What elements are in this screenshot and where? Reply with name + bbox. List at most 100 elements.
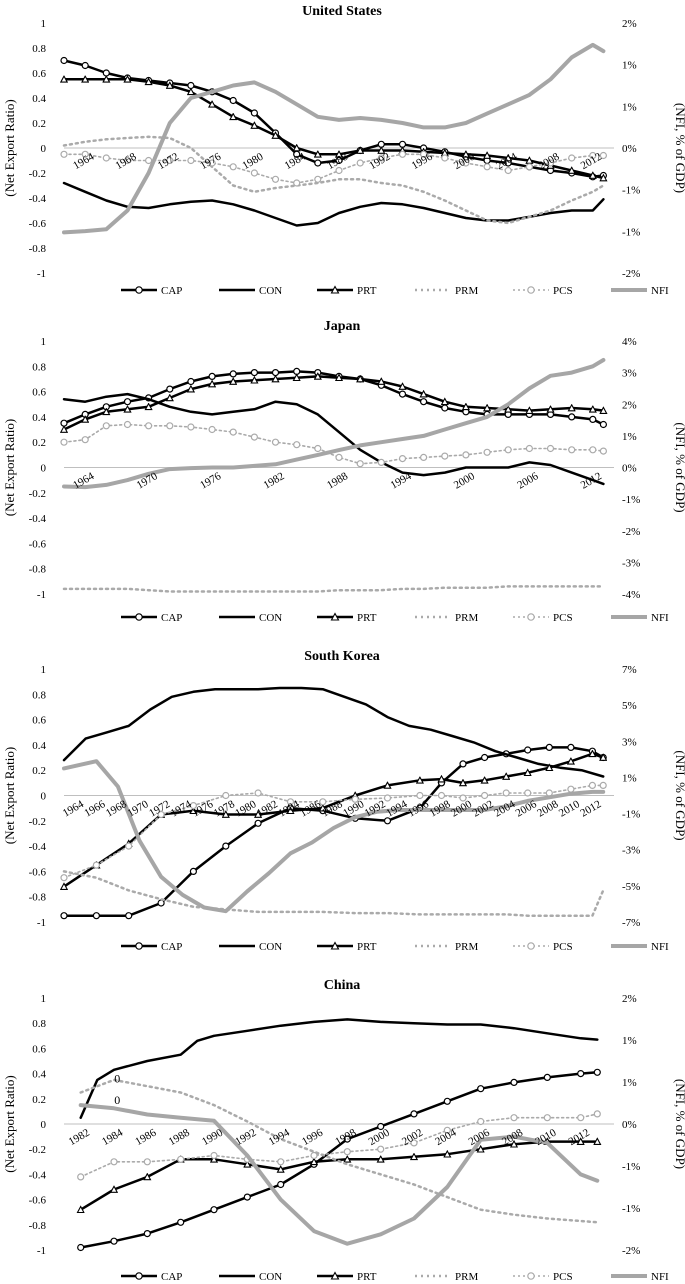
series-line-prm	[79, 1078, 599, 1224]
legend-marker	[527, 942, 535, 950]
legend-marker	[527, 1272, 535, 1280]
legend: CAP CON PRT PRM PCS NFI	[121, 941, 669, 953]
y-tick-label-right: 7%	[622, 664, 637, 676]
legend-label-con: CON	[259, 285, 282, 297]
legend: CAP CON PRT PRM PCS NFI	[121, 1271, 669, 1283]
annotation-label: 0	[114, 1071, 120, 1085]
annotation-label: 0	[114, 1093, 120, 1107]
legend-marker	[135, 1272, 143, 1280]
y-axis-label-left: (Net Export Ratio)	[2, 99, 17, 196]
y-tick-label-right: 1%	[622, 772, 637, 784]
x-tick-label: 1994	[267, 1126, 292, 1148]
y-tick-label-right: 5%	[622, 700, 637, 712]
y-tick-label: -0.4	[29, 841, 47, 853]
y-tick-label: -0.4	[29, 1169, 47, 1181]
y-tick-label-right: -5%	[622, 881, 640, 893]
y-tick-label: -0.8	[29, 1220, 47, 1232]
y-tick-label: 0.2	[32, 118, 46, 130]
legend-marker	[135, 613, 143, 621]
y-tick-label: -0.8	[29, 243, 47, 255]
series-line-prt	[64, 376, 603, 429]
legend-marker	[330, 1271, 340, 1280]
y-axis-label-left: (Net Export Ratio)	[2, 747, 17, 844]
x-tick-label: 2010	[533, 1126, 558, 1148]
x-tick-label: 1988	[325, 470, 350, 492]
legend: CAP CON PRT PRM PCS NFI	[121, 612, 669, 624]
chart-panel-3: South Korea (Net Export Ratio) (NFI, % of …	[2, 649, 685, 953]
legend-label-pcs: PCS	[553, 941, 573, 953]
x-tick-label: 2012	[567, 1127, 592, 1148]
x-tick-label: 1968	[113, 150, 138, 172]
y-tick-label: 0	[41, 1119, 47, 1131]
legend-label-prm: PRM	[455, 285, 478, 297]
series-line-nfi	[62, 42, 606, 235]
chart-panel-4: China (Net Export Ratio) (NFI, % of GDP) 1 0…	[2, 978, 685, 1283]
legend-label-pcs: PCS	[553, 612, 573, 624]
y-tick-label-right: 4%	[622, 336, 637, 348]
y-tick-label-right: 2%	[622, 18, 637, 30]
x-tick-label: 1982	[261, 470, 286, 491]
y-tick-label: 0.2	[32, 437, 46, 449]
y-tick-label-right: 2%	[622, 399, 637, 411]
y-tick-label: -0.6	[29, 218, 47, 230]
legend-label-cap: CAP	[161, 941, 182, 953]
y-axis-label-right: (NFI, % of GDP)	[673, 103, 685, 193]
legend-label-prm: PRM	[455, 1271, 478, 1283]
y-tick-label: -0.2	[29, 168, 46, 180]
x-tick-label: 2008	[536, 150, 561, 172]
y-tick-label-right: 1%	[622, 60, 637, 72]
y-tick-label: 0.8	[32, 1018, 46, 1030]
legend-label-cap: CAP	[161, 612, 182, 624]
y-tick-label: -0.8	[29, 892, 47, 904]
y-tick-label-right: -1%	[622, 1161, 640, 1173]
y-tick-label: 0.6	[32, 68, 46, 80]
x-tick-label: 2000	[452, 470, 477, 492]
y-tick-label-right: 1%	[622, 431, 637, 443]
y-tick-label: 0.4	[32, 740, 46, 752]
y-tick-label-right: -3%	[622, 557, 640, 569]
y-tick-label: -0.2	[29, 488, 46, 500]
y-tick-label: -0.2	[29, 816, 46, 828]
y-tick-label: -1	[37, 1245, 46, 1257]
series-line-nfi	[62, 358, 606, 490]
x-tick-label: 1972	[156, 151, 181, 172]
legend-marker	[330, 612, 340, 621]
y-tick-label-right: -1%	[622, 494, 640, 506]
x-tick-label: 1988	[167, 1126, 192, 1148]
y-axis-label-right: (NFI, % of GDP)	[673, 750, 685, 840]
legend-marker	[135, 286, 143, 294]
y-tick-label-right: 0%	[622, 463, 637, 475]
x-tick-label: 1976	[198, 470, 223, 492]
x-tick-label: 1982	[67, 1127, 92, 1148]
y-tick-label: 0	[41, 791, 47, 803]
y-axis-label-right: (NFI, % of GDP)	[673, 422, 685, 512]
y-tick-label-right: -2%	[622, 526, 640, 538]
y-tick-label: -1	[37, 917, 46, 929]
y-tick-label-right: 3%	[622, 368, 637, 380]
y-tick-label-right: 0%	[622, 143, 637, 155]
x-tick-label: 2002	[400, 1127, 425, 1148]
legend-marker	[527, 613, 535, 621]
y-tick-label-right: -1%	[622, 809, 640, 821]
legend-label-con: CON	[259, 612, 282, 624]
y-tick-label-right: 1%	[622, 1035, 637, 1047]
legend-marker	[330, 941, 340, 950]
series-line-con	[79, 1018, 599, 1119]
y-tick-label: 0.4	[32, 412, 46, 424]
x-tick-label: 1984	[283, 150, 308, 172]
y-tick-label: 1	[41, 664, 47, 676]
y-tick-label: 0.8	[32, 43, 46, 55]
y-tick-label-right: 1%	[622, 101, 637, 113]
chart-title: Japan	[324, 319, 361, 334]
y-axis-label-left: (Net Export Ratio)	[2, 1075, 17, 1172]
y-tick-label: -0.6	[29, 866, 47, 878]
legend-label-pcs: PCS	[553, 285, 573, 297]
legend-label-prm: PRM	[455, 941, 478, 953]
chart-title: South Korea	[304, 649, 380, 664]
x-tick-label: 1998	[333, 1126, 358, 1148]
y-tick-label-right: 1%	[622, 1077, 637, 1089]
legend-marker	[527, 286, 535, 294]
x-tick-label: 1984	[100, 1126, 125, 1148]
series-line-prt	[81, 1142, 598, 1210]
